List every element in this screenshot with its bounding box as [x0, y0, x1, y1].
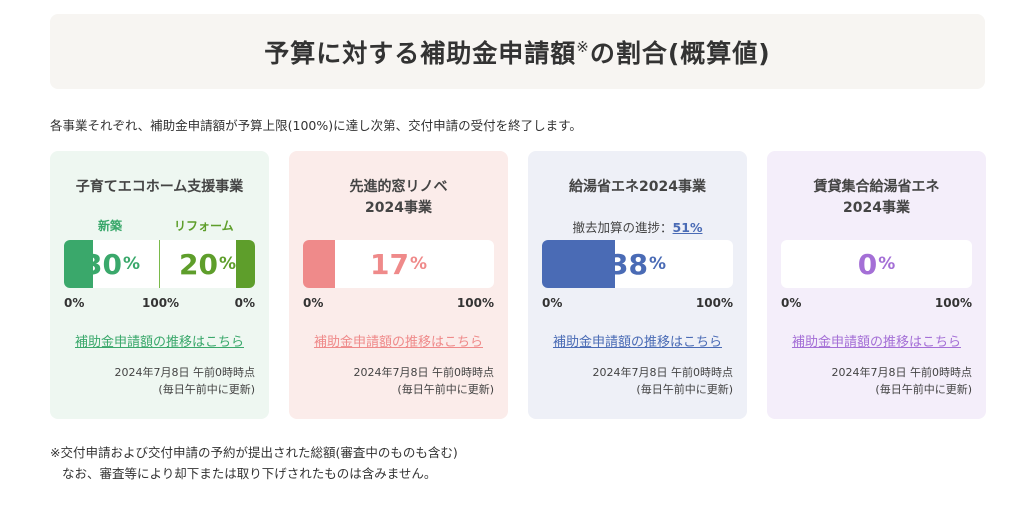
pct-sign: %	[218, 254, 236, 274]
scale-mid: 100%	[142, 296, 180, 310]
scale-lo: 0%	[781, 296, 802, 310]
card-title: 子育てエコホーム支援事業	[75, 179, 244, 195]
progress-fill-reform	[236, 240, 255, 288]
scale-lo: 0%	[64, 296, 85, 310]
update-stamp: 2024年7月8日 午前0時時点 (毎日午前中に更新)	[593, 364, 734, 398]
title-mark: ※	[576, 37, 590, 56]
card-title-line2: 2024事業	[843, 200, 910, 216]
removal-progress-label: 撤去加算の進捗：	[572, 220, 673, 235]
title-box: 予算に対する補助金申請額※の割合(概算値)	[50, 14, 985, 89]
progress-fill-shinchiku	[64, 240, 93, 288]
progress-bar: 17%	[303, 240, 494, 288]
progress-fill	[303, 240, 336, 288]
update-stamp: 2024年7月8日 午前0時時点 (毎日午前中に更新)	[832, 364, 973, 398]
trend-link[interactable]: 補助金申請額の推移はこちら	[791, 335, 961, 350]
trend-link[interactable]: 補助金申請額の推移はこちら	[74, 335, 244, 350]
value-reform: 20%	[160, 240, 255, 288]
stamp-note: (毎日午前中に更新)	[158, 383, 255, 396]
value-shinchiku-number: 30	[82, 247, 122, 281]
stamp-date: 2024年7月8日 午前0時時点	[114, 366, 256, 379]
progress-value: 17%	[303, 240, 494, 288]
scale-hi: 100%	[695, 296, 733, 310]
intro-text: 各事業それぞれ、補助金申請額が予算上限(100%)に達し次第、交付申請の受付を終…	[50, 118, 582, 133]
stamp-date: 2024年7月8日 午前0時時点	[592, 366, 734, 379]
update-stamp: 2024年7月8日 午前0時時点 (毎日午前中に更新)	[115, 364, 256, 398]
card-kyuto-shoene: 給湯省エネ2024事業 撤去加算の進捗：51% 38% 0% 100% 補助金申…	[528, 151, 747, 419]
value-reform-number: 20	[178, 247, 218, 281]
scale-lo: 0%	[303, 296, 324, 310]
scale-lo: 0%	[542, 296, 563, 310]
label-shinchiku: 新築	[98, 219, 123, 233]
scale-hi: 100%	[456, 296, 494, 310]
page-title: 予算に対する補助金申請額※の割合(概算値)	[264, 34, 770, 70]
trend-link[interactable]: 補助金申請額の推移はこちら	[552, 335, 722, 350]
progress-bar: 38%	[542, 240, 733, 288]
stamp-note: (毎日午前中に更新)	[397, 383, 494, 396]
value-shinchiku: 30%	[64, 240, 159, 288]
stamp-date: 2024年7月8日 午前0時時点	[353, 366, 495, 379]
scale-hi: 100%	[934, 296, 972, 310]
value-number: 0	[857, 247, 878, 281]
split-progress-bar: 30% 20%	[64, 240, 255, 288]
title-main: 予算に対する補助金申請額	[264, 38, 577, 68]
progress-value: 38%	[542, 240, 733, 288]
card-title: 給湯省エネ2024事業	[569, 179, 706, 195]
progress-fill	[542, 240, 615, 288]
stamp-note: (毎日午前中に更新)	[636, 383, 733, 396]
card-title-line1: 賃貸集合給湯省エネ	[813, 179, 940, 195]
footnote-line2: なお、審査等により却下または取り下げされたものは含みません。	[62, 466, 437, 481]
progress-value: 0%	[781, 240, 972, 288]
update-stamp: 2024年7月8日 午前0時時点 (毎日午前中に更新)	[354, 364, 495, 398]
scale-hi: 0%	[234, 296, 255, 310]
pct-sign: %	[409, 254, 427, 274]
footnote-line1: ※交付申請および交付申請の予約が提出された総額(審査中のものも含む)	[50, 445, 458, 460]
bar-divider	[159, 240, 160, 288]
stamp-date: 2024年7月8日 午前0時時点	[831, 366, 973, 379]
removal-progress: 撤去加算の進捗：51%	[528, 217, 747, 236]
card-title: 先進的窓リノベ 2024事業	[289, 177, 508, 219]
card-chintai-kyuto: 賃貸集合給湯省エネ 2024事業 0% 0% 100% 補助金申請額の推移はこち…	[767, 151, 986, 419]
pct-sign: %	[122, 254, 140, 274]
value-number: 38	[608, 247, 648, 281]
removal-progress-link[interactable]: 51%	[672, 220, 703, 235]
label-reform: リフォーム	[174, 219, 234, 233]
stamp-note: (毎日午前中に更新)	[875, 383, 972, 396]
card-title-line1: 先進的窓リノベ	[349, 179, 448, 195]
card-mado-renove: 先進的窓リノベ 2024事業 17% 0% 100% 補助金申請額の推移はこちら…	[289, 151, 508, 419]
progress-bar: 0%	[781, 240, 972, 288]
pct-sign: %	[878, 254, 896, 274]
pct-sign: %	[648, 254, 666, 274]
trend-link[interactable]: 補助金申請額の推移はこちら	[313, 335, 483, 350]
card-kosodate: 子育てエコホーム支援事業 新築 リフォーム 30% 20% 0% 100% 0%…	[50, 151, 269, 419]
footnote: ※交付申請および交付申請の予約が提出された総額(審査中のものも含む) なお、審査…	[50, 442, 458, 484]
card-title: 賃貸集合給湯省エネ 2024事業	[767, 177, 986, 219]
value-number: 17	[369, 247, 409, 281]
card-title-line2: 2024事業	[365, 200, 432, 216]
title-suffix: の割合(概算値)	[589, 38, 771, 68]
